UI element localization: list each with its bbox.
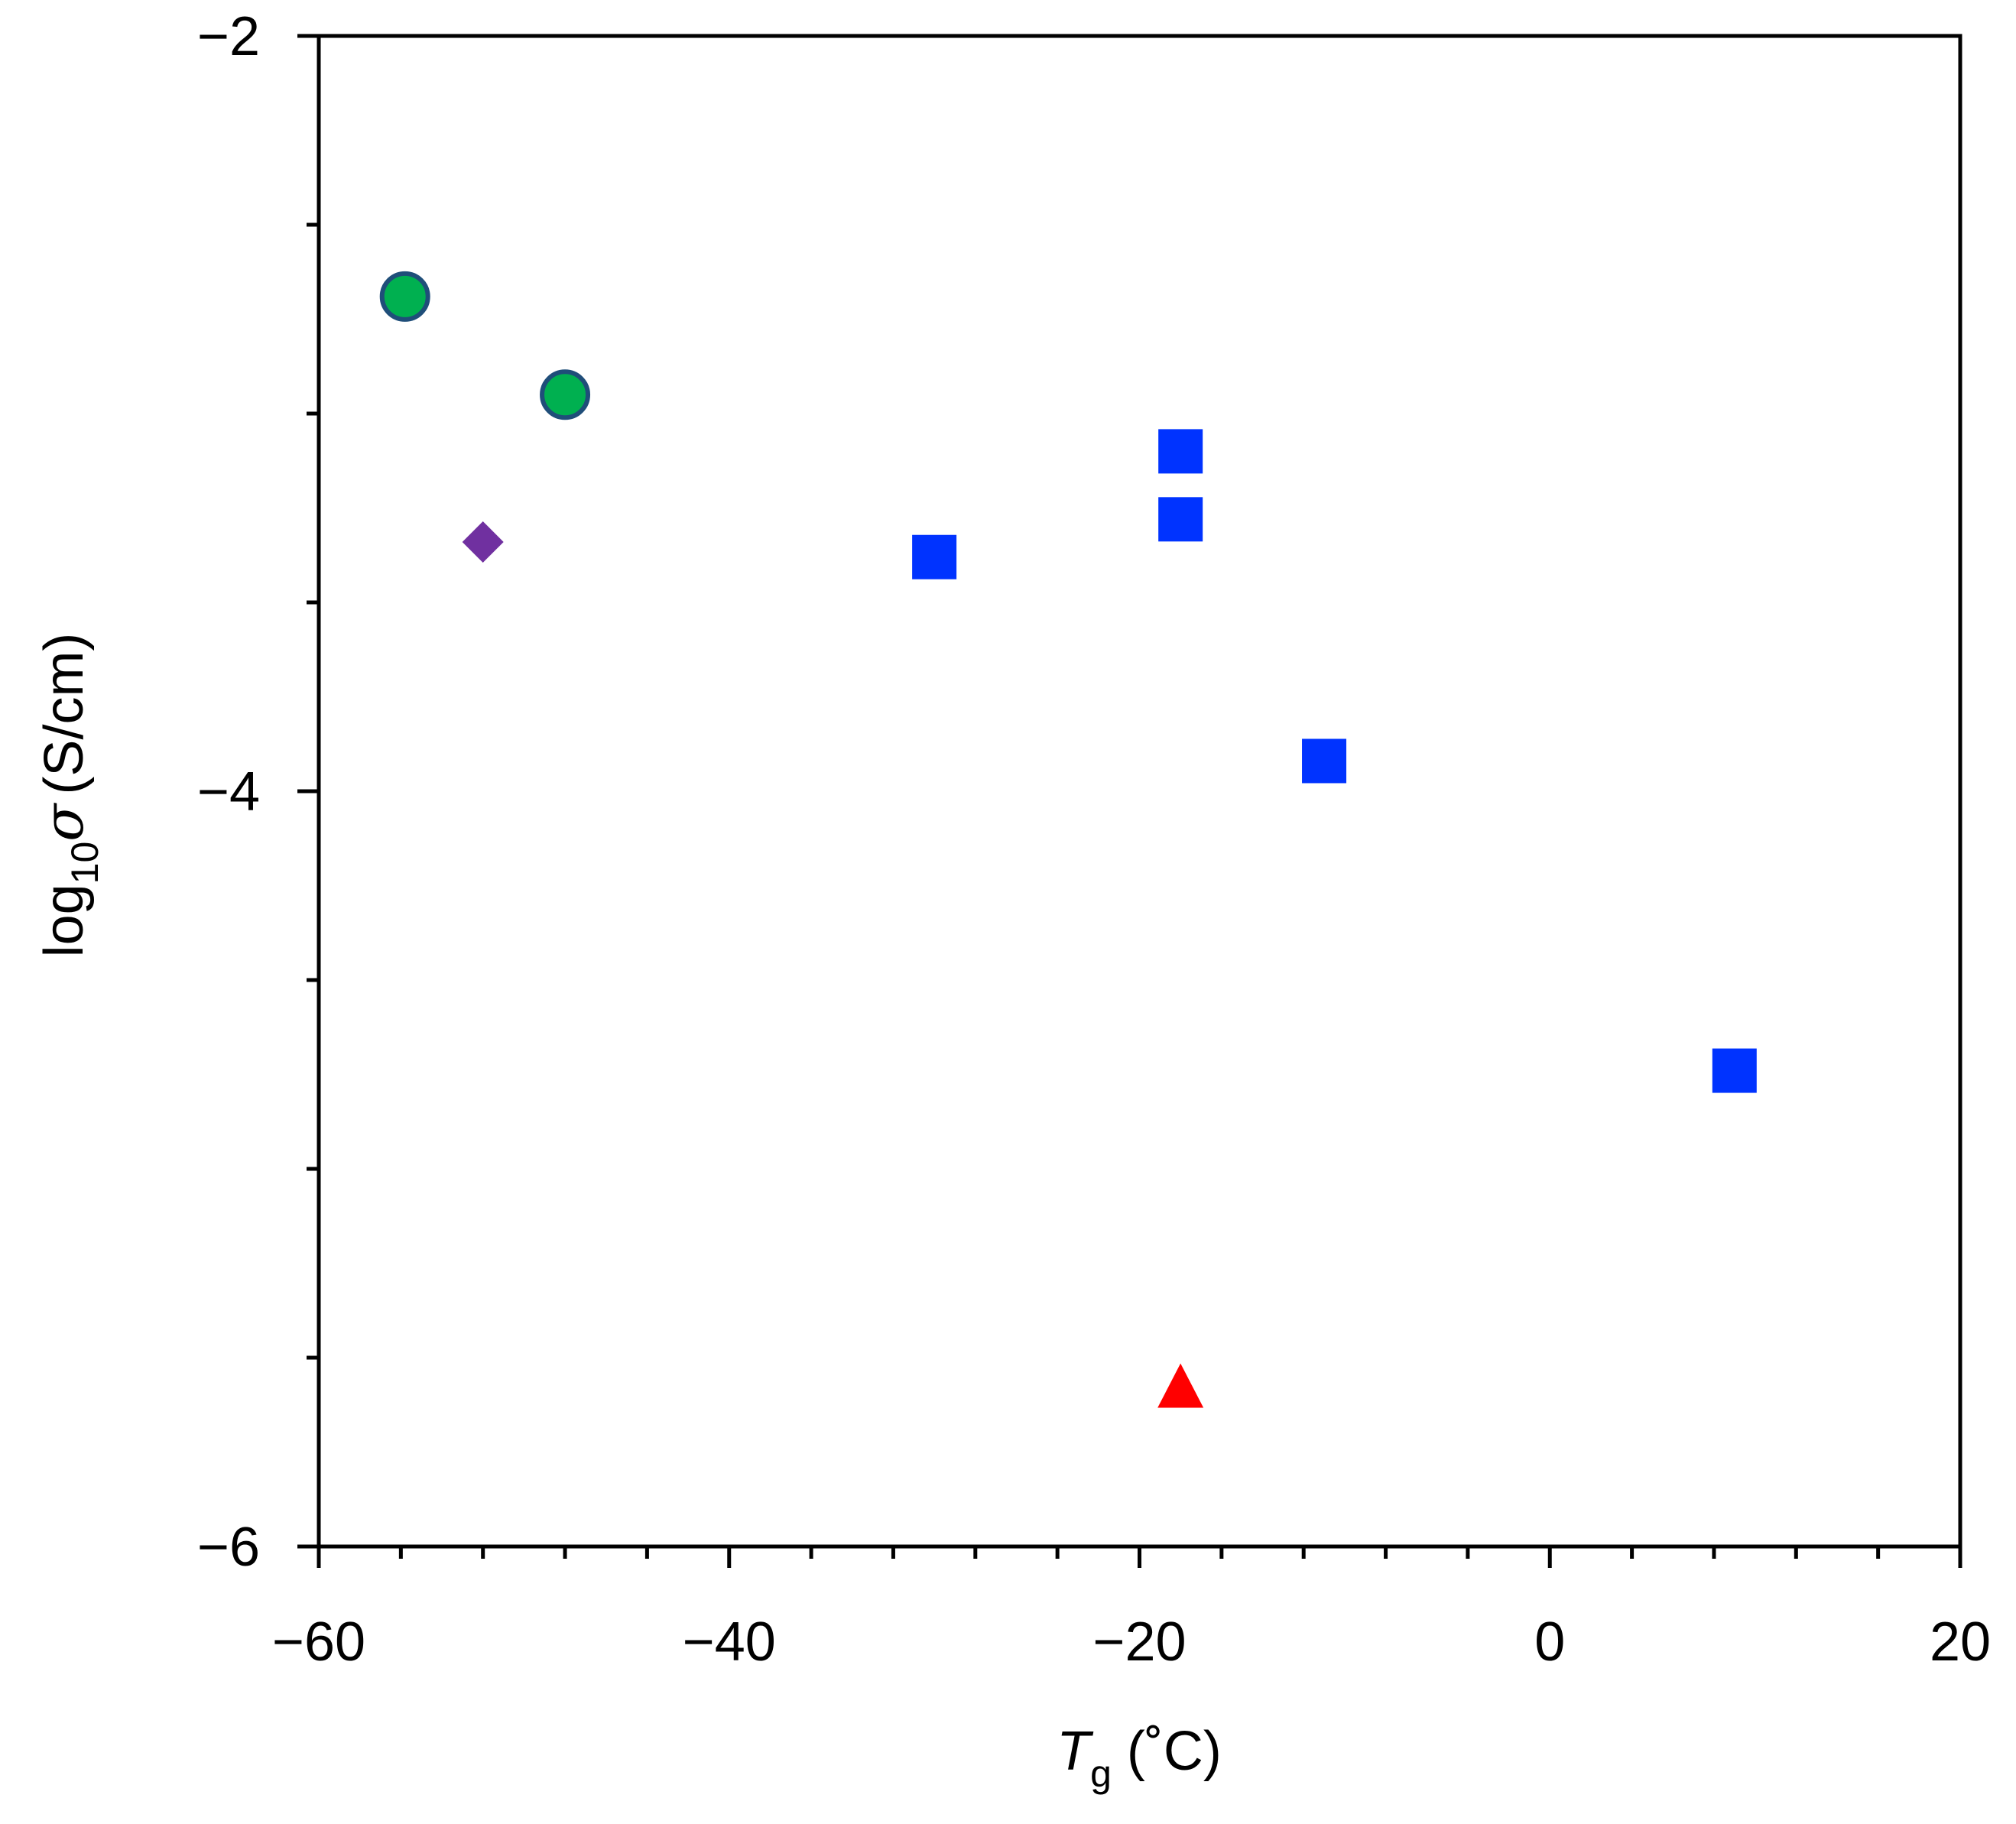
x-tick-label: 0 — [1534, 1611, 1565, 1673]
y-axis-ticks — [297, 34, 319, 1549]
square-marker — [1712, 1048, 1757, 1093]
diamond-marker — [462, 521, 504, 563]
y-axis-tick-labels: −6 −4 −2 — [197, 6, 260, 1578]
data-markers — [379, 271, 1757, 1408]
x-tick-label: −20 — [1092, 1611, 1186, 1673]
y-tick-label: −6 — [197, 1517, 260, 1578]
x-tick-label: −60 — [272, 1611, 365, 1673]
circle-marker — [540, 369, 591, 420]
plot-frame — [317, 34, 1962, 1549]
x-axis-label: Tg (˚C) — [1057, 1721, 1222, 1795]
y-axis-label-symbol: σ — [31, 803, 96, 842]
square-marker — [1158, 429, 1203, 474]
y-axis-label: log10σ (S/cm) — [31, 633, 106, 958]
x-tick-label: 20 — [1930, 1611, 1991, 1673]
x-axis-label-sub: g — [1090, 1752, 1112, 1795]
x-axis-label-main: T — [1057, 1721, 1094, 1782]
square-marker — [1302, 738, 1347, 784]
y-axis-label-sub: 10 — [63, 842, 106, 884]
triangle-marker — [1157, 1363, 1204, 1408]
x-axis-tick-labels: −60 −40 −20 0 20 — [272, 1611, 1991, 1673]
y-tick-label: −2 — [197, 6, 260, 67]
x-tick-label: −40 — [683, 1611, 776, 1673]
x-axis-label-unit: (˚C) — [1127, 1721, 1222, 1782]
square-marker — [1158, 497, 1203, 542]
square-marker — [912, 534, 957, 579]
y-axis-label-unit: (S/cm) — [34, 633, 95, 795]
circle-marker — [379, 271, 430, 322]
y-axis-label-prefix: log — [34, 884, 95, 957]
x-axis-ticks — [317, 1547, 1962, 1568]
y-tick-label: −4 — [197, 761, 260, 823]
